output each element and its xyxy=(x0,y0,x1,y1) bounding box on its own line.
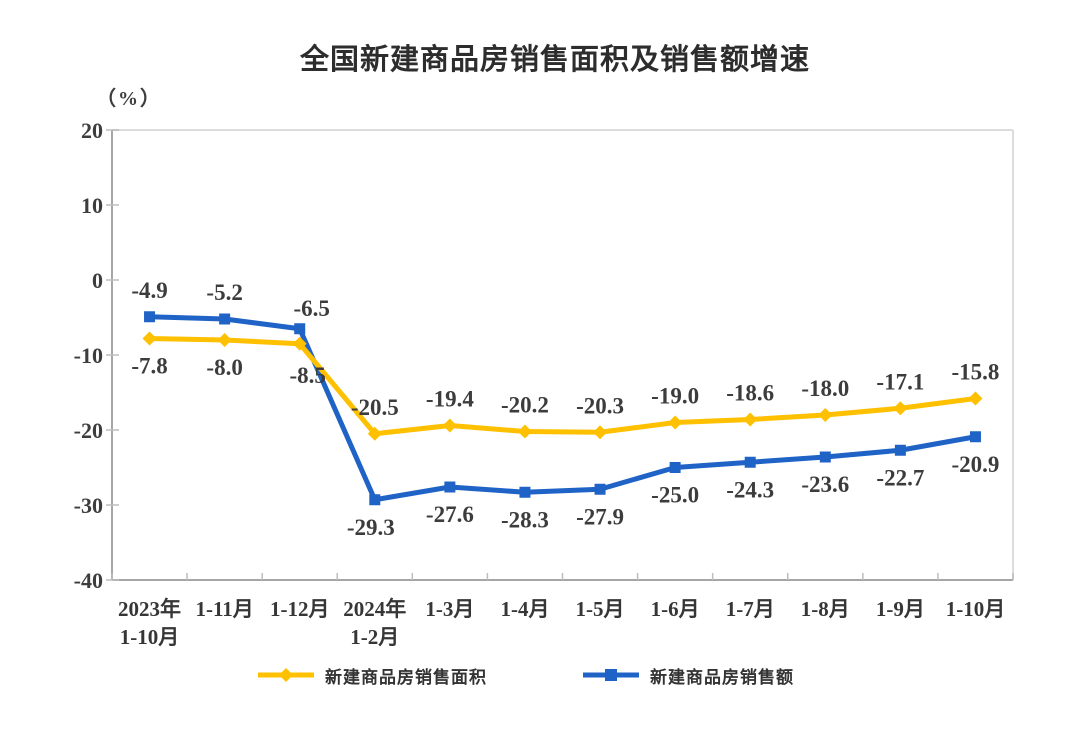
legend-label-sales-area: 新建商品房销售面积 xyxy=(325,667,487,687)
chart-title: 全国新建商品房销售面积及销售额增速 xyxy=(299,44,810,76)
x-axis-label: 1-11月 xyxy=(195,597,253,621)
data-label: -8.5 xyxy=(289,363,325,388)
data-label: -27.6 xyxy=(426,502,474,527)
data-label: -18.0 xyxy=(801,376,849,401)
marker-square xyxy=(594,483,606,495)
data-label: -6.5 xyxy=(293,296,329,321)
y-axis-tick-label: -10 xyxy=(74,343,103,368)
series-line-sales-amount xyxy=(147,314,978,503)
x-axis-label: 1-2月 xyxy=(350,625,399,649)
marker-square xyxy=(144,311,156,323)
data-label: -20.3 xyxy=(576,393,624,418)
marker-square xyxy=(369,494,381,506)
marker-diamond xyxy=(217,333,232,347)
marker-diamond xyxy=(442,418,457,433)
x-axis-label: 1-3月 xyxy=(425,597,474,621)
data-label: -20.2 xyxy=(501,393,549,418)
marker-diamond xyxy=(142,331,157,346)
data-label: -28.3 xyxy=(501,507,549,532)
y-axis-tick-label: -30 xyxy=(74,493,103,518)
data-label: -19.0 xyxy=(651,384,699,409)
y-axis-unit-label: （%） xyxy=(96,88,162,110)
legend-label-sales-amount: 新建商品房销售额 xyxy=(650,667,794,687)
marker-diamond xyxy=(292,336,307,351)
data-label: -7.8 xyxy=(131,354,167,379)
data-label: -29.3 xyxy=(347,515,395,540)
y-axis-tick-label: -40 xyxy=(74,568,103,593)
series-line-sales-area xyxy=(147,336,978,437)
x-axis-label: 1-4月 xyxy=(500,597,549,621)
marker-diamond xyxy=(593,425,608,440)
data-label: -5.2 xyxy=(206,280,242,305)
x-axis-label: 1-7月 xyxy=(726,597,775,621)
legend-item-sales-amount: 新建商品房销售额 xyxy=(581,662,794,688)
marker-diamond xyxy=(818,408,833,422)
x-axis-label: 1-5月 xyxy=(576,597,625,621)
marker-square xyxy=(294,323,306,335)
marker-square xyxy=(519,486,531,498)
marker-square xyxy=(219,313,231,325)
data-label: -18.6 xyxy=(726,381,774,406)
data-label: -20.9 xyxy=(951,452,999,477)
data-label: -23.6 xyxy=(801,472,849,497)
x-axis-label: 1-9月 xyxy=(876,597,925,621)
x-axis-label: 1-12月 xyxy=(270,597,330,621)
marker-diamond xyxy=(367,426,382,441)
data-label: -19.4 xyxy=(426,387,474,412)
marker-diamond xyxy=(743,412,758,427)
data-label: -15.8 xyxy=(951,360,999,385)
y-axis-tick-label: 10 xyxy=(81,193,103,218)
legend-item-sales-area: 新建商品房销售面积 xyxy=(256,662,487,688)
x-axis-label: 1-10月 xyxy=(946,597,1006,621)
y-axis-tick-label: 20 xyxy=(81,118,103,143)
y-axis-tick-label: 0 xyxy=(92,268,103,293)
marker-square xyxy=(669,462,681,473)
marker-square xyxy=(444,481,456,493)
y-axis-tick-label: -20 xyxy=(74,418,103,443)
data-label: -24.3 xyxy=(726,477,774,502)
data-label: -25.0 xyxy=(651,483,699,508)
marker-diamond xyxy=(668,415,683,430)
marker-diamond xyxy=(968,391,983,406)
line-square-swatch-icon xyxy=(583,669,639,681)
x-axis-label: 1-10月 xyxy=(120,625,180,649)
marker-diamond xyxy=(893,401,908,416)
x-axis-label: 2024年 xyxy=(343,597,406,621)
data-label: -22.7 xyxy=(876,465,924,490)
line-diamond-swatch-icon xyxy=(258,668,314,682)
data-label: -8.0 xyxy=(206,355,242,380)
marker-square xyxy=(894,444,906,456)
data-label: -20.5 xyxy=(351,395,399,420)
marker-square xyxy=(969,431,981,443)
data-label: -4.9 xyxy=(131,278,167,303)
marker-square xyxy=(819,451,831,463)
x-axis-label: 1-8月 xyxy=(801,597,850,621)
marker-diamond xyxy=(517,424,532,439)
data-label: -27.9 xyxy=(576,504,624,529)
marker-square xyxy=(744,456,756,468)
x-axis-label: 1-6月 xyxy=(651,597,700,621)
data-label: -17.1 xyxy=(876,369,924,394)
chart-legend: 新建商品房销售面积 新建商品房销售额 xyxy=(0,660,1080,700)
x-axis-label: 2023年 xyxy=(118,597,181,621)
